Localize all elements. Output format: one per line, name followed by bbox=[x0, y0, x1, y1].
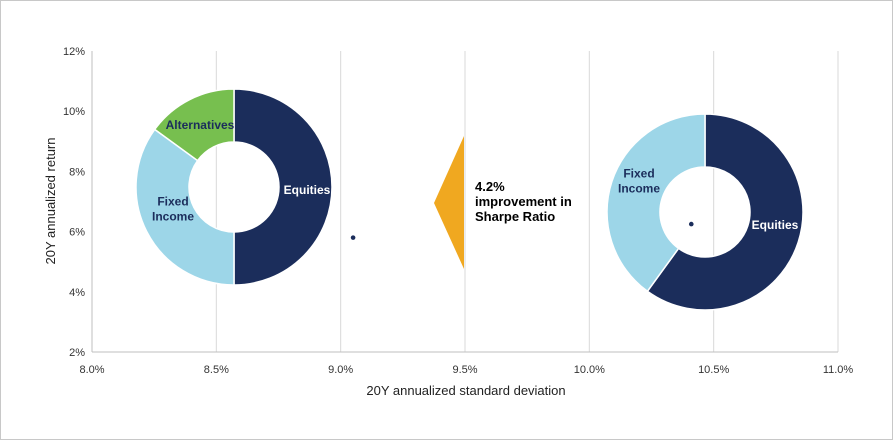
slice-label: Alternatives bbox=[166, 118, 235, 132]
donuts: Equities Fixed Income Alternatives Equities F… bbox=[135, 88, 804, 311]
y-tick-label: 8% bbox=[69, 166, 85, 178]
x-tick-label: 9.5% bbox=[452, 364, 477, 376]
x-tick-label: 8.0% bbox=[79, 364, 104, 376]
x-tick-label: 8.5% bbox=[204, 364, 229, 376]
donut-slice-equities bbox=[233, 88, 333, 286]
donut-slice-fixed-income bbox=[606, 113, 706, 293]
data-point bbox=[688, 221, 694, 227]
y-tick-label: 10% bbox=[63, 106, 85, 118]
x-axis-title: 20Y annualized standard deviation bbox=[366, 383, 565, 398]
x-tick-label: 10.5% bbox=[698, 364, 729, 376]
donut-chart: Equities Fixed Income Alternatives bbox=[135, 88, 333, 286]
callout-line-2: improvement in bbox=[475, 194, 572, 209]
donut-chart: Equities Fixed Income bbox=[606, 113, 804, 311]
callout: 4.2% improvement in Sharpe Ratio bbox=[434, 136, 572, 269]
x-tick-label: 10.0% bbox=[574, 364, 605, 376]
callout-arrow bbox=[434, 136, 464, 269]
y-tick-label: 4% bbox=[69, 287, 85, 299]
tick-labels: 8.0% 8.5% 9.0% 9.5% 10.0% 10.5% 11.0% 2% 4% 6% 8% 1… bbox=[63, 46, 853, 376]
donut-slice-alternatives bbox=[153, 88, 235, 162]
slice-label: Equities bbox=[752, 218, 799, 232]
y-tick-label: 2% bbox=[69, 347, 85, 359]
slice-label: Fixed Income bbox=[152, 195, 194, 224]
y-axis-title: 20Y annualized return bbox=[43, 138, 58, 265]
x-tick-label: 9.0% bbox=[328, 364, 353, 376]
donut-slice-equities bbox=[646, 113, 804, 311]
donut-slice-fixed-income bbox=[135, 128, 235, 286]
y-tick-label: 12% bbox=[63, 46, 85, 58]
data-point bbox=[350, 235, 356, 240]
slice-label: Equities bbox=[284, 183, 331, 197]
callout-line-1: 4.2% bbox=[475, 179, 505, 194]
y-tick-label: 6% bbox=[69, 227, 85, 239]
slice-label: Fixed Income bbox=[618, 167, 660, 196]
x-tick-label: 11.0% bbox=[823, 364, 854, 376]
callout-line-3: Sharpe Ratio bbox=[475, 209, 555, 224]
data-points bbox=[350, 221, 694, 240]
